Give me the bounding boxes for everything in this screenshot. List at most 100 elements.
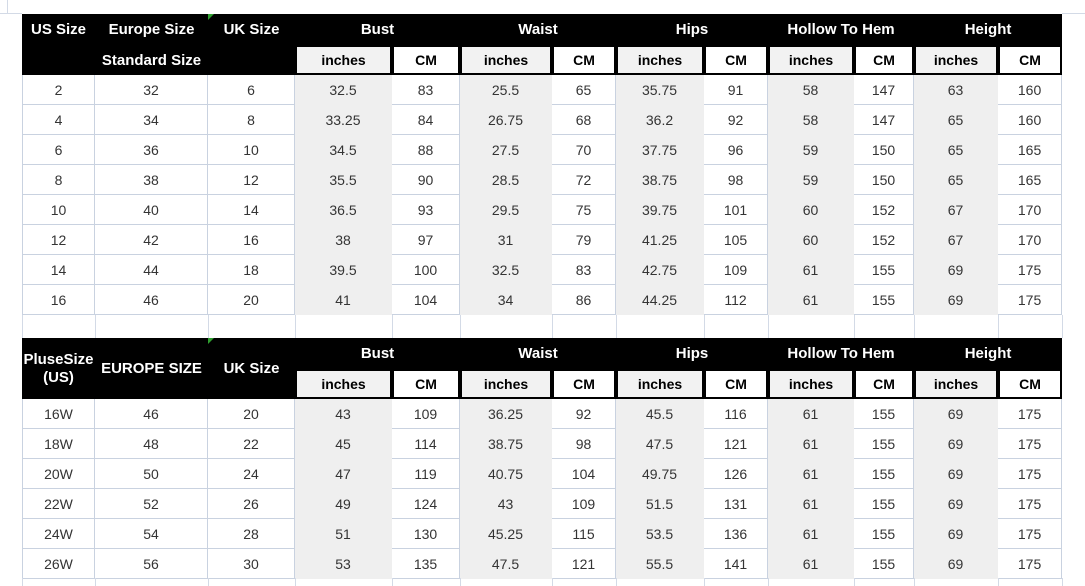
- measurement-cell[interactable]: 58: [768, 75, 855, 105]
- measurement-cell[interactable]: 41: [295, 285, 392, 315]
- measurement-cell[interactable]: 31: [460, 225, 552, 255]
- measurement-cell[interactable]: 175: [998, 285, 1063, 315]
- unit-header-inches[interactable]: inches: [616, 369, 705, 399]
- measurement-cell[interactable]: 84: [392, 105, 460, 135]
- measurement-cell[interactable]: 69: [914, 549, 999, 579]
- measurement-cell[interactable]: 40.75: [460, 459, 552, 489]
- measurement-cell[interactable]: 61: [768, 429, 855, 459]
- unit-header-inches[interactable]: inches: [460, 45, 552, 75]
- unit-header-inches[interactable]: inches: [616, 45, 705, 75]
- size-cell[interactable]: 28: [208, 519, 295, 549]
- measurement-cell[interactable]: 47.5: [616, 429, 705, 459]
- header-spacer[interactable]: [208, 45, 295, 75]
- measurement-cell[interactable]: 112: [704, 285, 769, 315]
- measurement-cell[interactable]: 59: [768, 135, 855, 165]
- unit-header-cm[interactable]: CM: [998, 45, 1063, 75]
- measurement-cell[interactable]: 43: [460, 489, 552, 519]
- measurement-cell[interactable]: 79: [552, 225, 617, 255]
- measurement-cell[interactable]: 29.5: [460, 195, 552, 225]
- size-cell[interactable]: 16: [22, 285, 95, 315]
- measurement-cell[interactable]: 45: [295, 429, 392, 459]
- measurement-cell[interactable]: 101: [704, 195, 769, 225]
- measurement-cell[interactable]: 165: [998, 165, 1063, 195]
- measurement-cell[interactable]: 160: [998, 75, 1063, 105]
- measurement-cell[interactable]: 104: [392, 285, 460, 315]
- size-cell[interactable]: 6: [208, 75, 295, 105]
- unit-header-inches[interactable]: inches: [768, 45, 855, 75]
- measurement-cell[interactable]: 72: [552, 165, 617, 195]
- measurement-cell[interactable]: 61: [768, 255, 855, 285]
- measurement-cell[interactable]: 32.5: [460, 255, 552, 285]
- size-cell[interactable]: 14: [22, 255, 95, 285]
- group-header-hips[interactable]: Hips: [616, 338, 769, 369]
- measurement-cell[interactable]: 98: [704, 165, 769, 195]
- measurement-cell[interactable]: 150: [854, 135, 915, 165]
- column-header-plusesize-us[interactable]: PluseSize (US): [22, 338, 95, 399]
- measurement-cell[interactable]: 83: [392, 75, 460, 105]
- measurement-cell[interactable]: 43: [295, 399, 392, 429]
- group-header-hollow-to-hem[interactable]: Hollow To Hem: [768, 14, 915, 45]
- measurement-cell[interactable]: 90: [392, 165, 460, 195]
- group-header-hips[interactable]: Hips: [616, 14, 769, 45]
- measurement-cell[interactable]: 69: [914, 519, 999, 549]
- measurement-cell[interactable]: 175: [998, 255, 1063, 285]
- group-header-bust[interactable]: Bust: [295, 338, 460, 369]
- size-cell[interactable]: 56: [95, 549, 208, 579]
- size-cell[interactable]: 26: [208, 489, 295, 519]
- measurement-cell[interactable]: 42.75: [616, 255, 705, 285]
- measurement-cell[interactable]: 51: [295, 519, 392, 549]
- measurement-cell[interactable]: 69: [914, 459, 999, 489]
- measurement-cell[interactable]: 61: [768, 399, 855, 429]
- measurement-cell[interactable]: 165: [998, 135, 1063, 165]
- size-cell[interactable]: 16: [208, 225, 295, 255]
- measurement-cell[interactable]: 34: [460, 285, 552, 315]
- measurement-cell[interactable]: 49.75: [616, 459, 705, 489]
- measurement-cell[interactable]: 83: [552, 255, 617, 285]
- measurement-cell[interactable]: 147: [854, 105, 915, 135]
- size-cell[interactable]: 20W: [22, 459, 95, 489]
- measurement-cell[interactable]: 92: [704, 105, 769, 135]
- measurement-cell[interactable]: 170: [998, 225, 1063, 255]
- measurement-cell[interactable]: 91: [704, 75, 769, 105]
- measurement-cell[interactable]: 44.25: [616, 285, 705, 315]
- measurement-cell[interactable]: 116: [704, 399, 769, 429]
- size-cell[interactable]: 8: [208, 105, 295, 135]
- measurement-cell[interactable]: 65: [914, 105, 999, 135]
- group-header-bust[interactable]: Bust: [295, 14, 460, 45]
- measurement-cell[interactable]: 67: [914, 225, 999, 255]
- size-cell[interactable]: 10: [208, 135, 295, 165]
- measurement-cell[interactable]: 28.5: [460, 165, 552, 195]
- size-cell[interactable]: 10: [22, 195, 95, 225]
- size-cell[interactable]: 30: [208, 549, 295, 579]
- size-cell[interactable]: 36: [95, 135, 208, 165]
- group-header-waist[interactable]: Waist: [460, 338, 617, 369]
- column-header-europe-size[interactable]: EUROPE SIZE: [95, 338, 208, 399]
- measurement-cell[interactable]: 155: [854, 519, 915, 549]
- measurement-cell[interactable]: 109: [552, 489, 617, 519]
- size-cell[interactable]: 24: [208, 459, 295, 489]
- measurement-cell[interactable]: 38: [295, 225, 392, 255]
- measurement-cell[interactable]: 35.75: [616, 75, 705, 105]
- measurement-cell[interactable]: 69: [914, 489, 999, 519]
- measurement-cell[interactable]: 45.25: [460, 519, 552, 549]
- measurement-cell[interactable]: 155: [854, 459, 915, 489]
- size-cell[interactable]: 16W: [22, 399, 95, 429]
- subtitle-standard-size[interactable]: Standard Size: [95, 45, 208, 75]
- measurement-cell[interactable]: 175: [998, 399, 1063, 429]
- group-header-waist[interactable]: Waist: [460, 14, 617, 45]
- measurement-cell[interactable]: 38.75: [616, 165, 705, 195]
- measurement-cell[interactable]: 55.5: [616, 549, 705, 579]
- unit-header-cm[interactable]: CM: [392, 45, 460, 75]
- measurement-cell[interactable]: 175: [998, 549, 1063, 579]
- size-cell[interactable]: 12: [22, 225, 95, 255]
- measurement-cell[interactable]: 27.5: [460, 135, 552, 165]
- measurement-cell[interactable]: 53: [295, 549, 392, 579]
- unit-header-cm[interactable]: CM: [704, 369, 769, 399]
- measurement-cell[interactable]: 136: [704, 519, 769, 549]
- size-cell[interactable]: 20: [208, 399, 295, 429]
- size-cell[interactable]: 42: [95, 225, 208, 255]
- measurement-cell[interactable]: 38.75: [460, 429, 552, 459]
- group-header-height[interactable]: Height: [914, 14, 1063, 45]
- measurement-cell[interactable]: 75: [552, 195, 617, 225]
- measurement-cell[interactable]: 170: [998, 195, 1063, 225]
